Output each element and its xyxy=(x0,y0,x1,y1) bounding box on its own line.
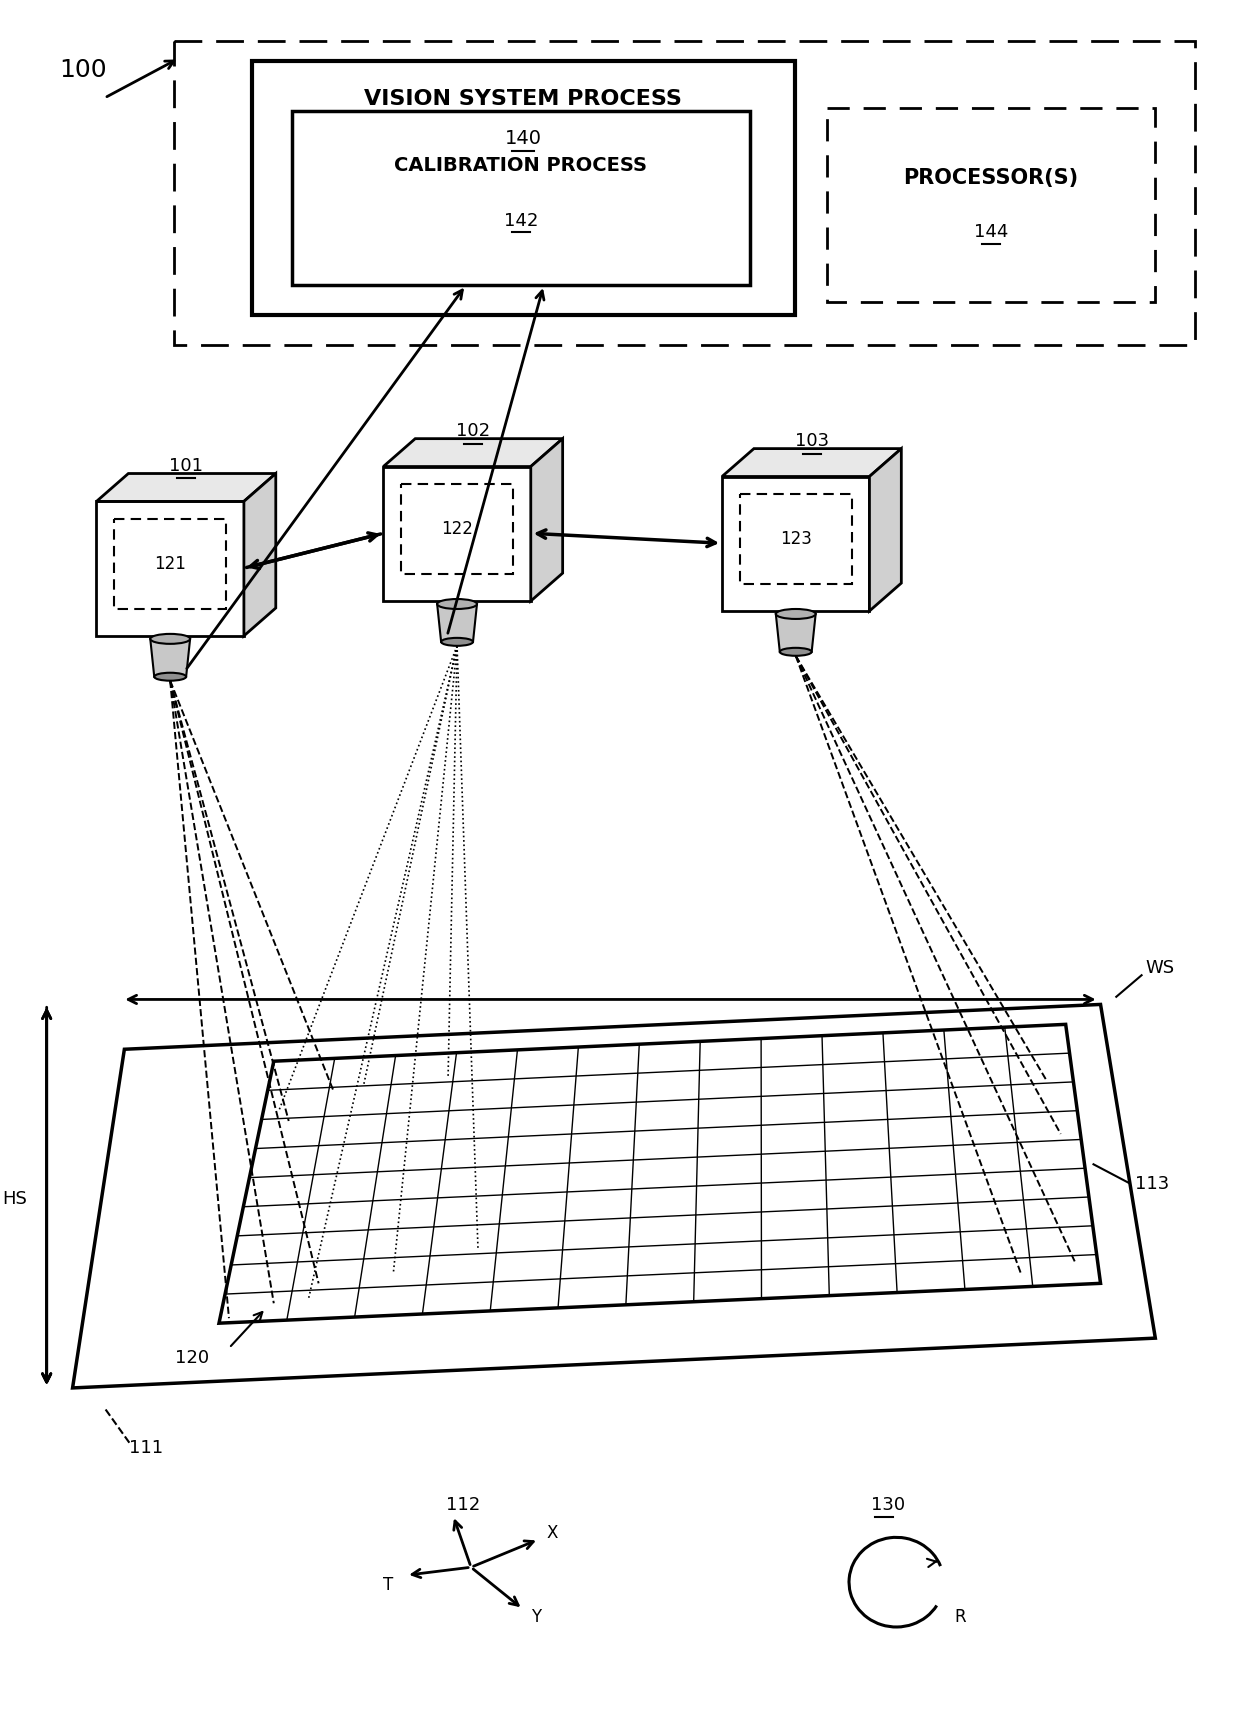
Text: 113: 113 xyxy=(1136,1175,1169,1192)
Text: R: R xyxy=(954,1608,966,1625)
Polygon shape xyxy=(97,502,244,636)
Polygon shape xyxy=(73,1004,1156,1388)
Text: 111: 111 xyxy=(129,1438,164,1457)
Text: 101: 101 xyxy=(169,456,203,475)
Polygon shape xyxy=(383,439,563,466)
Text: 140: 140 xyxy=(505,129,542,148)
Polygon shape xyxy=(383,466,531,600)
Polygon shape xyxy=(776,614,816,652)
Polygon shape xyxy=(219,1025,1101,1323)
Ellipse shape xyxy=(438,599,477,609)
Polygon shape xyxy=(531,439,563,600)
Text: WS: WS xyxy=(1146,958,1174,977)
Polygon shape xyxy=(722,476,869,611)
Text: VISION SYSTEM PROCESS: VISION SYSTEM PROCESS xyxy=(365,89,682,108)
Text: Y: Y xyxy=(531,1608,541,1625)
Text: 100: 100 xyxy=(60,58,107,83)
Text: PROCESSOR(S): PROCESSOR(S) xyxy=(904,167,1079,187)
Text: 130: 130 xyxy=(872,1496,905,1515)
Polygon shape xyxy=(438,604,477,642)
Ellipse shape xyxy=(780,648,812,655)
Polygon shape xyxy=(722,449,901,476)
Polygon shape xyxy=(244,473,275,636)
Text: 120: 120 xyxy=(175,1348,210,1367)
Text: 122: 122 xyxy=(441,519,472,538)
Text: X: X xyxy=(547,1524,558,1543)
Text: HS: HS xyxy=(2,1190,27,1207)
Text: T: T xyxy=(383,1576,393,1594)
Text: 102: 102 xyxy=(456,421,490,440)
Ellipse shape xyxy=(776,609,816,619)
Polygon shape xyxy=(291,110,750,286)
Ellipse shape xyxy=(441,638,472,645)
Polygon shape xyxy=(869,449,901,611)
Polygon shape xyxy=(150,638,190,676)
Text: 121: 121 xyxy=(154,556,186,573)
Text: 144: 144 xyxy=(973,224,1008,241)
Text: 142: 142 xyxy=(503,212,538,229)
Ellipse shape xyxy=(150,635,190,643)
Text: CALIBRATION PROCESS: CALIBRATION PROCESS xyxy=(394,157,647,175)
Polygon shape xyxy=(252,62,795,315)
Text: 112: 112 xyxy=(446,1496,480,1515)
Polygon shape xyxy=(97,473,275,502)
Text: 123: 123 xyxy=(780,530,812,549)
Ellipse shape xyxy=(154,673,186,681)
Text: 103: 103 xyxy=(795,432,828,449)
